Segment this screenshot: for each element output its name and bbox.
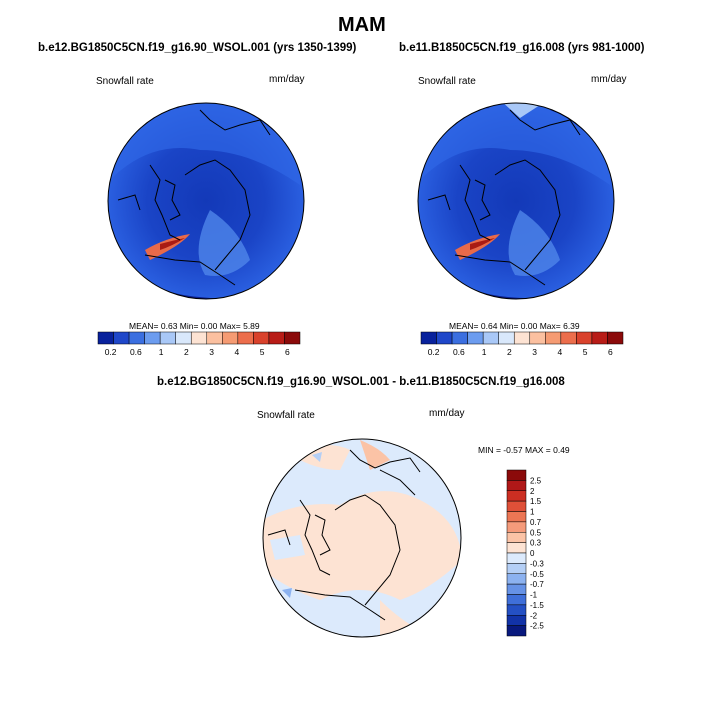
panel1-variable-label: Snowfall rate — [96, 76, 154, 87]
diff-variable-label: Snowfall rate — [257, 410, 315, 421]
panel2-units-label: mm/day — [591, 74, 627, 85]
colorbar2-tick-label: 4 — [558, 347, 563, 357]
diff-colorbar-swatch — [506, 594, 527, 606]
diff-colorbar-swatch — [506, 511, 527, 523]
diff-colorbar-swatch — [506, 604, 527, 616]
colorbar1-tick-label: 6 — [285, 347, 290, 357]
diff-colorbar-tick-label: 0 — [530, 549, 535, 558]
diff-colorbar-tick-label: 2 — [530, 487, 535, 496]
diff-colorbar-tick-label: 2.5 — [530, 476, 542, 485]
colorbar2-tick-label: 6 — [608, 347, 613, 357]
colorbar2-tick-label: 2 — [507, 347, 512, 357]
panel1-stats: MEAN= 0.63 Min= 0.00 Max= 5.89 — [129, 321, 260, 331]
diff-colorbar-tick-label: 0.3 — [530, 539, 542, 548]
diff-case-title: b.e12.BG1850C5CN.f19_g16.90_WSOL.001 - b… — [157, 376, 565, 388]
diff-colorbar-tick-label: 0.7 — [530, 518, 542, 527]
diff-colorbar-tick-label: 1.5 — [530, 497, 542, 506]
diff-colorbar-swatch — [506, 552, 527, 564]
diff-colorbar-swatch — [506, 521, 527, 533]
diff-colorbar-swatch — [506, 615, 527, 626]
panel2-stats: MEAN= 0.64 Min= 0.00 Max= 6.39 — [449, 321, 580, 331]
figure-title: MAM — [338, 14, 386, 36]
diff-colorbar-tick-label: -0.7 — [530, 580, 544, 589]
panel2-case-title: b.e11.B1850C5CN.f19_g16.008 (yrs 981-100… — [399, 42, 645, 54]
diff-colorbar-tick-label: -1.5 — [530, 601, 544, 610]
colorbar1-tick-label: 2 — [184, 347, 189, 357]
colorbar2-tick-label: 0.6 — [453, 347, 465, 357]
diff-stats: MIN = -0.57 MAX = 0.49 — [478, 445, 570, 455]
diff-colorbar-swatch — [506, 625, 527, 637]
colorbar2-tick-label: 5 — [583, 347, 588, 357]
colorbar1-tick-label: 0.6 — [130, 347, 142, 357]
diff-colorbar-swatch — [506, 532, 527, 543]
diff-colorbar-swatch — [506, 490, 527, 502]
diff-colorbar-tick-label: -0.5 — [530, 570, 544, 579]
panel2-variable-label: Snowfall rate — [418, 76, 476, 87]
colorbar2-tick-label: 3 — [532, 347, 537, 357]
diff-colorbar-swatch — [506, 480, 527, 491]
diff-colorbar-tick-label: 1 — [530, 508, 535, 517]
diff-units-label: mm/day — [429, 408, 465, 419]
diff-colorbar-tick-label: -2.5 — [530, 622, 544, 631]
diff-colorbar-swatch — [506, 563, 527, 574]
colorbar1-swatch — [284, 331, 301, 345]
diff-colorbar-swatch — [506, 469, 527, 481]
colorbar2-tick-label: 1 — [482, 347, 487, 357]
colorbar2-swatch — [607, 331, 624, 345]
diff-colorbar-tick-label: -0.3 — [530, 559, 544, 568]
diff-colorbar-tick-label: -2 — [530, 611, 538, 620]
colorbar1-tick-label: 1 — [159, 347, 164, 357]
colorbar1-tick-label: 4 — [235, 347, 240, 357]
colorbar1-tick-label: 5 — [260, 347, 265, 357]
diff-colorbar-swatch — [506, 542, 527, 554]
diff-colorbar-swatch — [506, 573, 527, 585]
panel1-case-title: b.e12.BG1850C5CN.f19_g16.90_WSOL.001 (yr… — [38, 42, 357, 54]
colorbar1-tick-label: 3 — [209, 347, 214, 357]
diff-colorbar-tick-label: 0.5 — [530, 528, 542, 537]
colorbar2-tick-label: 0.2 — [428, 347, 440, 357]
colorbar1-tick-label: 0.2 — [105, 347, 117, 357]
panel1-units-label: mm/day — [269, 74, 305, 85]
diff-colorbar-swatch — [506, 583, 527, 595]
diff-colorbar-tick-label: -1 — [530, 591, 538, 600]
diff-colorbar-swatch — [506, 500, 527, 512]
